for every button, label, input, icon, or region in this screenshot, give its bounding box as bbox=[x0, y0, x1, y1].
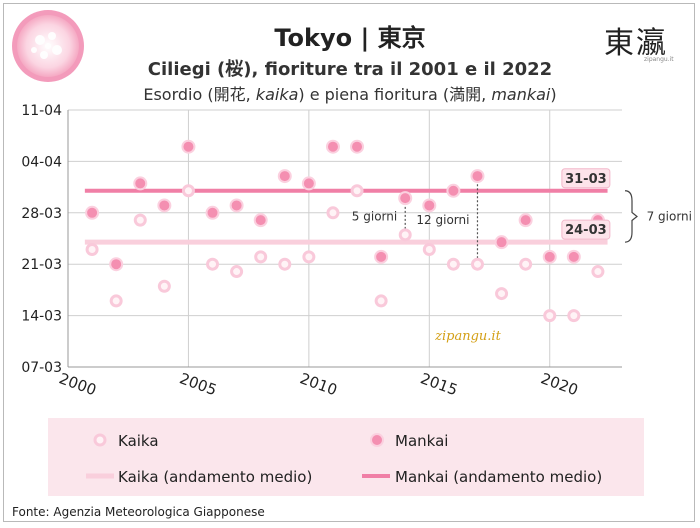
mankai-point bbox=[85, 205, 100, 220]
mankai-point bbox=[542, 249, 557, 264]
y-tick-label: 14-03 bbox=[21, 309, 62, 325]
legend-box bbox=[48, 418, 644, 496]
mankai-average-label-box bbox=[561, 168, 611, 189]
source-note: Fonte: Agenzia Meteorologica Giapponese bbox=[12, 505, 265, 519]
kaika-point bbox=[230, 265, 244, 279]
mankai-point bbox=[470, 169, 485, 184]
logo: 東瀛 bbox=[604, 26, 668, 61]
logo-subtext: zipangu.it bbox=[644, 56, 674, 63]
mankai-point bbox=[325, 139, 340, 154]
kaika-point bbox=[181, 184, 195, 198]
legend-label: Mankai bbox=[395, 432, 448, 450]
kaika-point bbox=[350, 184, 364, 198]
kaika-point bbox=[519, 257, 533, 271]
y-tick-label: 11-04 bbox=[21, 103, 62, 119]
kaika-point bbox=[326, 206, 340, 220]
kaika-point bbox=[591, 265, 605, 279]
annotation-label: 7 giorni bbox=[647, 209, 692, 223]
y-tick-label: 21-03 bbox=[21, 257, 62, 273]
chart-subtitle-2: Esordio (開花, kaika) e piena fioritura (満… bbox=[0, 81, 700, 105]
legend-label: Mankai (andamento medio) bbox=[395, 468, 602, 486]
mankai-average-label: 31-03 bbox=[565, 172, 607, 187]
kaika-point bbox=[157, 279, 171, 293]
mankai-point bbox=[181, 139, 196, 154]
chart-subtitle: Ciliegi (桜), fioriture tra il 2001 e il … bbox=[147, 59, 553, 80]
bracket bbox=[624, 190, 638, 243]
kaika-point bbox=[470, 257, 484, 271]
mankai-point bbox=[157, 198, 172, 213]
y-tick-label: 04-04 bbox=[21, 154, 62, 170]
mankai-point bbox=[109, 257, 124, 272]
subtitle2-part: ) bbox=[550, 85, 557, 104]
legend-label: Kaika bbox=[118, 432, 159, 450]
kaika-point bbox=[85, 243, 99, 257]
mankai-point bbox=[133, 176, 148, 191]
mankai-point bbox=[301, 176, 316, 191]
kaika-point bbox=[206, 257, 220, 271]
mankai-point bbox=[205, 205, 220, 220]
x-tick-label: 2005 bbox=[177, 369, 219, 399]
kaika-point bbox=[398, 228, 412, 242]
kaika-point bbox=[278, 257, 292, 271]
mankai-point bbox=[253, 213, 268, 228]
kaika-point bbox=[567, 309, 581, 323]
annotation-label: 5 giorni bbox=[352, 209, 397, 223]
watermark: zipangu.it bbox=[434, 329, 501, 344]
x-tick-label: 2020 bbox=[538, 369, 580, 399]
kaika-point bbox=[422, 243, 436, 257]
subtitle2-part: Esordio (開花, bbox=[143, 85, 256, 104]
kaika-point bbox=[446, 257, 460, 271]
kaika-point bbox=[133, 213, 147, 227]
subtitle2-part: ) e piena fioritura (満開, bbox=[298, 85, 492, 104]
kaika-average-label-box bbox=[561, 219, 611, 240]
mankai-point bbox=[566, 249, 581, 264]
mankai-point bbox=[494, 235, 509, 250]
mankai-point bbox=[229, 198, 244, 213]
x-tick-label: 2010 bbox=[298, 369, 340, 399]
mankai-point bbox=[446, 183, 461, 198]
subtitle2-part: kaika bbox=[255, 85, 299, 104]
chart-frame bbox=[3, 3, 695, 522]
kaika-point bbox=[495, 287, 509, 301]
mankai-point bbox=[422, 198, 437, 213]
legend-mankai-marker bbox=[370, 433, 384, 447]
legend-label: Kaika (andamento medio) bbox=[118, 468, 312, 486]
kaika-point bbox=[254, 250, 268, 264]
y-tick-label: 28-03 bbox=[21, 206, 62, 222]
mankai-point bbox=[350, 139, 365, 154]
x-tick-label: 2015 bbox=[418, 369, 460, 399]
blossom-icon bbox=[12, 10, 84, 82]
kaika-point bbox=[543, 309, 557, 323]
annotation-label: 12 giorni bbox=[416, 213, 469, 227]
mankai-point bbox=[374, 249, 389, 264]
chart-title: Tokyo | 東京 bbox=[274, 24, 426, 52]
mankai-point bbox=[277, 169, 292, 184]
legend-kaika-marker bbox=[93, 433, 107, 447]
kaika-point bbox=[302, 250, 316, 264]
subtitle2-part: mankai bbox=[491, 85, 551, 104]
x-tick-label: 2000 bbox=[57, 369, 99, 399]
kaika-point bbox=[109, 294, 123, 308]
mankai-point bbox=[398, 191, 413, 206]
kaika-average-label: 24-03 bbox=[565, 223, 607, 238]
mankai-point bbox=[518, 213, 533, 228]
y-tick-label: 07-03 bbox=[21, 360, 62, 376]
kaika-point bbox=[374, 294, 388, 308]
